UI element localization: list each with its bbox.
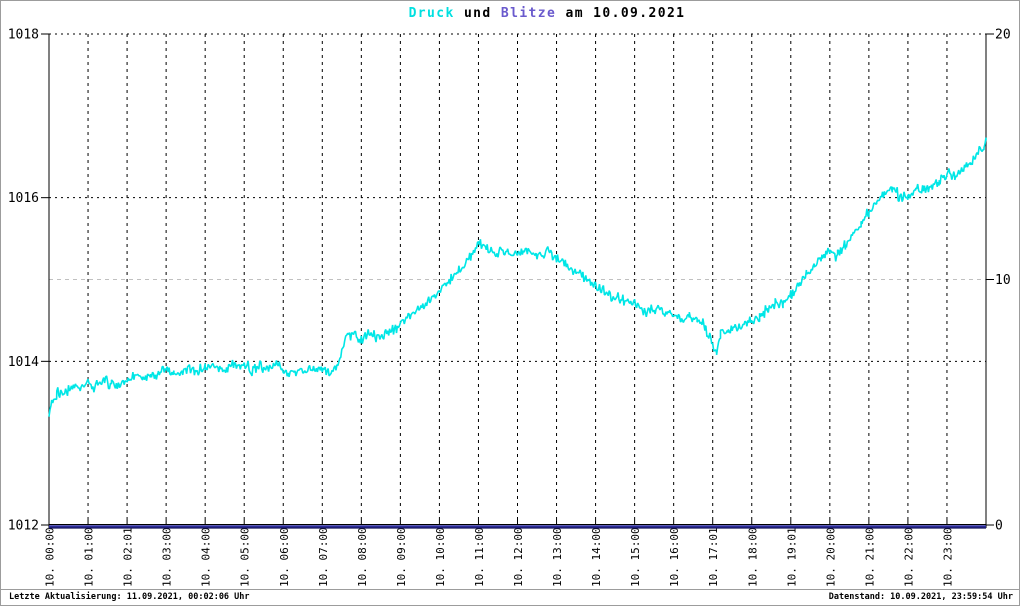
x-tick-label: 10. 21:00 [863, 527, 876, 587]
x-tick-label: 10. 05:00 [239, 527, 252, 587]
chart-title-part: Druck [408, 6, 455, 21]
x-axis-tick-labels: 10. 00:00 10. 01:00 10. 02:01 10. 03:00 10. … [44, 527, 955, 587]
chart-title-part: und [454, 6, 501, 21]
chart-title: Druck und Blitze am 10.09.2021 [75, 6, 1019, 21]
x-tick-label: 10. 13:00 [551, 527, 564, 587]
x-tick-label: 10. 09:00 [395, 527, 408, 587]
druck-series-line [48, 137, 987, 417]
x-tick-label: 10. 07:00 [317, 527, 330, 587]
y-left-tick-label: 1016 [8, 191, 39, 206]
x-tick-label: 10. 01:00 [83, 527, 96, 587]
druck-pressure-curve [48, 137, 987, 417]
x-tick-label: 10. 00:00 [44, 527, 57, 587]
y-right-tick-label: 10 [995, 273, 1011, 288]
footer-separator [1, 589, 1019, 590]
y-left-tick-label: 1018 [8, 28, 39, 43]
last-update-text: Letzte Aktualisierung: 11.09.2021, 00:02… [9, 592, 250, 602]
y-axis-tick-labels: 1012 1014 1016 1018 0 10 20 [8, 28, 1011, 534]
axis-ticks [41, 33, 994, 526]
x-tick-label: 10. 17:01 [707, 527, 720, 587]
blitze-series-line [49, 525, 986, 529]
x-tick-label: 10. 15:00 [629, 527, 642, 587]
y-right-tick-label: 20 [995, 28, 1011, 43]
x-tick-label: 10. 18:00 [746, 527, 759, 587]
x-tick-label: 10. 08:00 [356, 527, 369, 587]
x-tick-label: 10. 22:00 [902, 527, 915, 587]
gridlines [49, 33, 986, 524]
x-tick-label: 10. 11:00 [473, 527, 486, 587]
x-tick-label: 10. 06:00 [278, 527, 291, 587]
x-tick-label: 10. 02:01 [122, 527, 135, 587]
x-tick-label: 10. 03:00 [161, 527, 174, 587]
x-tick-label: 10. 19:01 [785, 527, 798, 587]
x-tick-label: 10. 20:00 [824, 527, 837, 587]
y-left-tick-label: 1012 [8, 519, 39, 534]
x-tick-label: 10. 14:00 [590, 527, 603, 587]
data-state-text: Datenstand: 10.09.2021, 23:59:54 Uhr [828, 592, 1013, 602]
x-tick-label: 10. 10:00 [434, 527, 447, 587]
x-tick-label: 10. 16:00 [668, 527, 681, 587]
x-tick-label: 10. 12:00 [512, 527, 525, 587]
y-right-tick-label: 0 [995, 519, 1003, 534]
y-left-tick-label: 1014 [8, 355, 39, 370]
chart-title-part: am 10.09.2021 [556, 6, 686, 21]
pressure-lightning-chart: 1012 1014 1016 1018 0 10 20 10. 00:00 10. 01:00… [8, 28, 1011, 588]
chart-title-part: Blitze [500, 6, 557, 21]
x-tick-label: 10. 04:00 [200, 527, 213, 587]
x-tick-label: 10. 23:00 [941, 527, 954, 587]
